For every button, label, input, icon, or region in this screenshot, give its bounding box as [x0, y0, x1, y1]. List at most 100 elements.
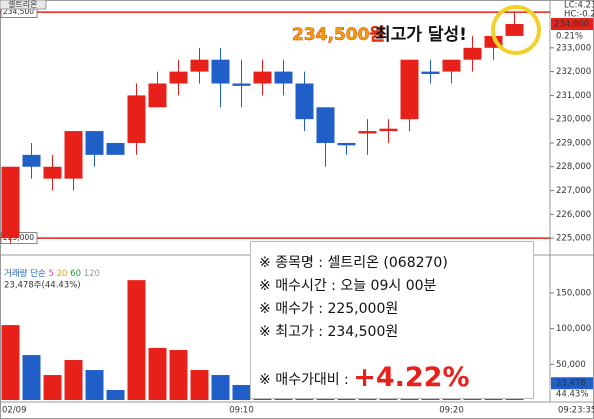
candle-body — [43, 166, 62, 179]
candle-body — [190, 59, 209, 72]
highlight-circle — [491, 5, 541, 55]
legend-period: 5 — [49, 269, 54, 279]
volume-tick-label: 50,000 — [556, 360, 586, 370]
y-tick-label: 227,000 — [556, 186, 591, 196]
price-marker-label: 234,000 — [554, 20, 589, 30]
info-row: ※ 매수시간 : 오늘 09시 00분 — [259, 275, 533, 298]
candle-body — [211, 59, 230, 84]
candle-body — [484, 35, 503, 48]
volume-marker-label: 23,478 — [556, 379, 586, 389]
volume-bar — [148, 347, 167, 400]
y-tick-label: 225,000 — [556, 234, 591, 244]
info-value: 225,000원 — [327, 301, 399, 317]
info-box: ※ 종목명 : 셀트리온 (068270) ※ 매수시간 : 오늘 09시 00분… — [250, 241, 534, 399]
volume-bar — [64, 360, 83, 400]
bullet: ※ — [259, 301, 271, 317]
bullet: ※ — [259, 278, 271, 294]
y-tick-label: 228,000 — [556, 162, 591, 172]
info-row: ※ 최고가 : 234,500원 — [259, 321, 533, 344]
volume-bar — [169, 350, 188, 400]
volume-marker-box — [551, 377, 593, 390]
info-value: 오늘 09시 00분 — [340, 278, 437, 294]
y-tick-label: 232,000 — [556, 67, 591, 77]
info-label: 매수가대비 — [275, 372, 340, 388]
tab-title: 셀트리온 — [8, 0, 37, 9]
candle-body — [274, 71, 293, 84]
legend-period: 60 — [70, 269, 81, 279]
y-tick-label: 229,000 — [556, 138, 591, 148]
candle-body — [505, 24, 524, 36]
info-row: ※ 매수가 : 225,000원 — [259, 298, 533, 321]
y-tick-label: 230,000 — [556, 115, 591, 125]
info-value: 셀트리온 (068270) — [327, 255, 448, 271]
volume-bar — [43, 375, 62, 400]
candle-body — [442, 59, 461, 72]
candle-body — [169, 71, 188, 84]
candle-body — [295, 83, 314, 120]
separator: : — [344, 372, 349, 388]
separator: : — [318, 255, 323, 271]
candle-body — [316, 107, 335, 143]
annotation-price: 234,500원 — [292, 25, 385, 45]
candle-body — [421, 71, 440, 74]
separator: : — [318, 301, 323, 317]
info-label: 매수시간 — [275, 278, 327, 294]
y-tick-label: 233,000 — [556, 43, 591, 53]
price-line-label: 234,500 — [3, 7, 34, 16]
volume-summary: 23,478주(44.43%) — [4, 281, 81, 291]
volume-legend: 거래량 단순 5 20 60 120 — [4, 268, 100, 279]
annotation-text: 최고가 달성! — [375, 24, 467, 45]
y-tick-label: 226,000 — [556, 210, 591, 220]
bullet: ※ — [259, 324, 271, 340]
candle-body — [358, 131, 377, 134]
candle-body — [232, 83, 251, 86]
info-value: 234,500원 — [327, 324, 399, 340]
info-row: ※ 매수가대비 : +4.22% — [259, 361, 533, 395]
legend-period: 120 — [84, 269, 100, 279]
volume-ratio: 44.43% — [556, 390, 588, 400]
volume-bar — [22, 355, 41, 400]
volume-bar — [190, 370, 209, 400]
volume-bar — [1, 325, 20, 400]
candle-body — [463, 47, 482, 60]
legend-period: 20 — [57, 269, 68, 279]
lc-label: LC:4.23 — [564, 1, 594, 11]
volume-bar — [85, 370, 104, 400]
candle-body — [400, 59, 419, 120]
legend-ma-type: 단순 — [30, 268, 46, 279]
time-label: 09:23:35 — [558, 406, 594, 416]
volume-bar — [232, 385, 251, 400]
info-label: 종목명 — [275, 255, 314, 271]
info-label: 매수가 — [275, 301, 314, 317]
x-tick-label: 02/09 — [2, 406, 27, 416]
x-tick-label: 09:10 — [229, 406, 254, 416]
tab — [0, 0, 47, 10]
separator: : — [331, 278, 336, 294]
legend-volume: 거래량 — [4, 268, 28, 279]
candle-body — [379, 128, 398, 132]
candle-body — [85, 131, 104, 155]
candle-body — [337, 142, 356, 146]
y-tick-label: 231,000 — [556, 91, 591, 101]
candle-body — [253, 71, 272, 84]
bullet: ※ — [259, 372, 271, 388]
x-tick-label: 09:20 — [439, 406, 464, 416]
price-marker-box — [551, 18, 593, 31]
price-change: 0.21% — [556, 32, 583, 42]
candle-body — [148, 83, 167, 108]
bullet: ※ — [259, 255, 271, 271]
info-row: ※ 종목명 : 셀트리온 (068270) — [259, 252, 533, 275]
volume-bar — [211, 375, 230, 400]
volume-tick-label: 150,000 — [556, 288, 591, 298]
candle-body — [1, 166, 20, 239]
volume-bar — [106, 390, 125, 400]
volume-bar — [127, 280, 146, 400]
candle-body — [22, 154, 41, 167]
info-value: +4.22% — [353, 362, 470, 393]
candle-body — [64, 131, 83, 179]
hc-label: HC:-0.21 — [564, 10, 594, 20]
volume-tick-label: 100,000 — [556, 324, 591, 334]
info-label: 최고가 — [275, 324, 314, 340]
candle-body — [127, 95, 146, 143]
